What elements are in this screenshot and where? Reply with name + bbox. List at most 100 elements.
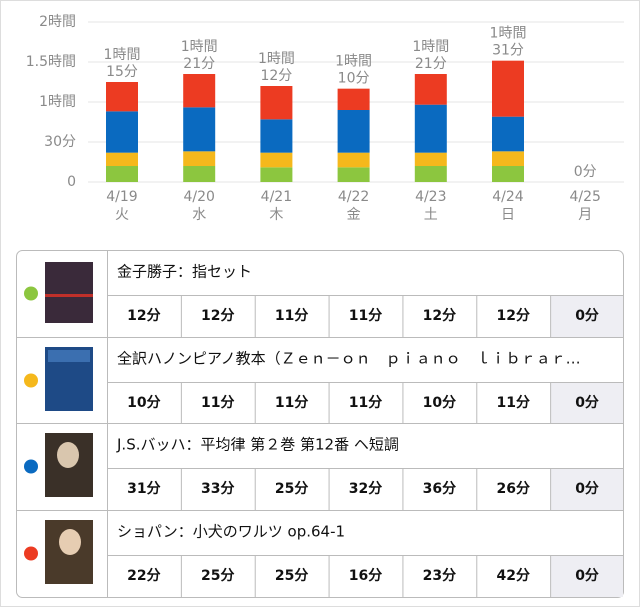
bar-segment — [260, 119, 293, 153]
bar-segment — [492, 60, 524, 117]
y-tick-label: 0 — [67, 174, 76, 190]
y-tick-label: 1.5時間 — [26, 54, 76, 70]
row-title: 金子勝子：指セット — [117, 263, 252, 281]
x-tick-weekday: 金 — [347, 207, 361, 223]
today-cell — [551, 383, 623, 424]
y-tick-label: 1時間 — [39, 94, 76, 110]
cell-value: 26分 — [496, 481, 529, 497]
x-tick-label: 4/24 — [492, 189, 524, 205]
bar-segment — [337, 110, 370, 153]
total-label: 1時間 — [412, 39, 449, 55]
cell-value: 12分 — [423, 308, 456, 324]
cell-value: 11分 — [275, 308, 308, 324]
cell-value: 36分 — [423, 481, 456, 497]
cell-value: 0分 — [575, 308, 599, 324]
cell-value: 12分 — [127, 308, 160, 324]
x-tick-weekday: 木 — [269, 207, 283, 223]
cell-value: 42分 — [496, 568, 529, 584]
bar-segment — [414, 152, 447, 166]
bar-segment — [414, 74, 447, 105]
cell-value: 0分 — [575, 568, 599, 584]
bar-segment — [492, 166, 524, 182]
cell-value: 11分 — [349, 308, 382, 324]
bar-segment — [337, 167, 370, 182]
cell-value: 12分 — [201, 308, 234, 324]
cell-value: 33分 — [201, 481, 234, 497]
bar-segment — [414, 104, 447, 153]
cell-value: 11分 — [201, 395, 234, 411]
total-label: 1時間 — [335, 54, 372, 70]
x-tick-weekday: 火 — [115, 207, 129, 223]
book-cover-band — [45, 294, 93, 297]
today-cell — [551, 556, 623, 597]
total-label: 0分 — [574, 164, 597, 180]
bar-segment — [183, 74, 216, 108]
thumbnails — [45, 262, 93, 584]
book-cover — [45, 262, 93, 323]
legend-dot — [24, 286, 38, 301]
bar-segment — [106, 166, 138, 182]
x-tick-label: 4/19 — [106, 189, 137, 205]
total-label: 31分 — [492, 43, 524, 59]
cell-value: 31分 — [127, 481, 160, 497]
cell-value: 0分 — [575, 481, 599, 497]
cell-value: 11分 — [275, 395, 308, 411]
legend-dot — [24, 373, 38, 388]
legend-dot — [24, 546, 38, 561]
total-label: 1時間 — [258, 51, 295, 67]
bar-segment — [337, 88, 370, 110]
cell-value: 22分 — [127, 568, 160, 584]
x-tick-label: 4/25 — [569, 189, 600, 205]
y-tick-label: 30分 — [44, 134, 76, 150]
x-tick-label: 4/23 — [415, 189, 446, 205]
bar-segment — [260, 167, 293, 182]
row-title: 全訳ハノンピアノ教本（Ｚｅｎ－ｏｎ ｐｉａｎｏ ｌｉｂｒａｒ… — [117, 350, 581, 368]
bar-segment — [414, 166, 447, 182]
bar-segment — [106, 111, 138, 153]
cell-value: 10分 — [423, 395, 456, 411]
bar-segment — [260, 152, 293, 168]
portrait-face — [57, 442, 79, 468]
x-tick-weekday: 月 — [578, 207, 592, 223]
x-tick-weekday: 水 — [192, 207, 206, 223]
bar-segment — [492, 116, 524, 152]
cell-value: 25分 — [275, 568, 308, 584]
total-label: 12分 — [260, 68, 292, 84]
x-tick-weekday: 土 — [424, 207, 438, 223]
x-tick-label: 4/22 — [338, 189, 369, 205]
total-label: 1時間 — [181, 39, 218, 55]
total-label: 1時間 — [104, 47, 141, 63]
cell-value: 12分 — [496, 308, 529, 324]
today-cell — [551, 469, 623, 510]
cell-value: 0分 — [575, 395, 599, 411]
cell-value: 11分 — [496, 395, 529, 411]
cell-value: 10分 — [127, 395, 160, 411]
x-tick-weekday: 日 — [501, 207, 515, 223]
bar-segment — [183, 166, 216, 182]
bar-segment — [183, 107, 216, 152]
row-title: J.S.バッハ：平均律 第２巻 第12番 ヘ短調 — [116, 436, 399, 454]
cell-value: 23分 — [423, 568, 456, 584]
bar-segment — [183, 151, 216, 166]
cell-value: 25分 — [275, 481, 308, 497]
cell-value: 25分 — [201, 568, 234, 584]
total-label: 21分 — [415, 56, 447, 72]
portrait-face — [59, 529, 81, 555]
cell-value: 11分 — [349, 395, 382, 411]
total-label: 1時間 — [490, 26, 527, 42]
bar-segment — [106, 152, 138, 166]
cell-value: 32分 — [349, 481, 382, 497]
total-label: 21分 — [183, 56, 215, 72]
cell-value: 16分 — [349, 568, 382, 584]
bar-segment — [106, 82, 138, 112]
bar-segment — [337, 152, 370, 168]
y-tick-label: 2時間 — [39, 14, 76, 30]
x-tick-label: 4/21 — [261, 189, 292, 205]
bar-segment — [492, 151, 524, 166]
x-tick-label: 4/20 — [183, 189, 214, 205]
book-cover-band — [48, 350, 90, 362]
total-label: 10分 — [338, 71, 370, 87]
today-cell — [551, 296, 623, 337]
bar-segment — [260, 86, 293, 120]
